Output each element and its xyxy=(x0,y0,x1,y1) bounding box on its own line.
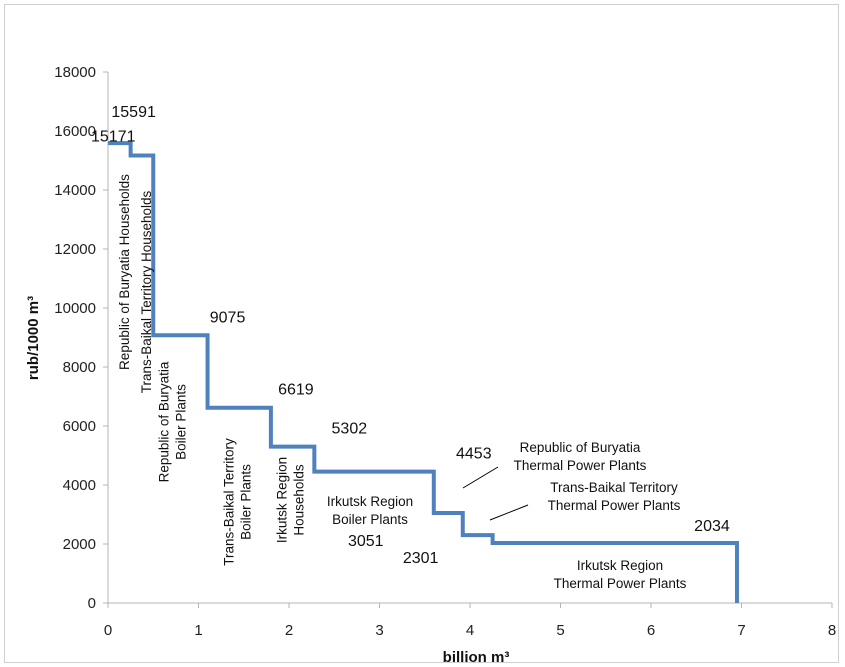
segment-label: Irkutsk Region Boiler Plants xyxy=(327,494,413,527)
x-tick-label: 5 xyxy=(556,622,564,639)
value-label: 3051 xyxy=(348,533,384,550)
leader-lines xyxy=(462,466,529,521)
y-tick-label: 10000 xyxy=(54,300,96,317)
segment-label-line: Republic of Buryatia xyxy=(157,361,172,482)
x-tick-label: 4 xyxy=(466,622,474,639)
segment-label-line: Thermal Power Plants xyxy=(548,498,681,513)
segment-label-line: Irkutsk Region xyxy=(327,494,413,509)
y-tick-label: 16000 xyxy=(54,123,96,140)
segment-label-line: Trans-Baikal Territory xyxy=(550,480,678,495)
segment-label-line: Boiler Plants xyxy=(239,464,254,540)
y-tick-label: 6000 xyxy=(63,418,96,435)
x-tick-label: 1 xyxy=(194,622,202,639)
y-tick-labels: 0 2000 4000 6000 8000 10000 12000 14000 16000 180… xyxy=(54,64,96,612)
x-tick-label: 0 xyxy=(104,622,112,639)
value-label: 4453 xyxy=(456,446,492,463)
value-label: 9075 xyxy=(210,309,246,326)
segment-label: Republic of Buryatia Boiler Plants xyxy=(157,361,189,482)
segment-label: Republic of Buryatia Thermal Power Plants xyxy=(514,440,647,473)
x-tick-labels: 0 1 2 3 4 5 6 7 8 xyxy=(104,622,836,639)
segment-label-line: Boiler Plants xyxy=(174,384,189,460)
segment-label-line: Trans-Baikal Territory xyxy=(222,438,237,566)
y-tick-label: 0 xyxy=(88,595,96,612)
segment-label-line: Irkutsk Region xyxy=(275,457,290,543)
x-tick-label: 3 xyxy=(375,622,383,639)
y-tick-label: 12000 xyxy=(54,241,96,258)
x-tick-label: 7 xyxy=(737,622,745,639)
segment-label: Republic of Buryatia Households xyxy=(117,174,132,370)
segment-label-line: Trans-Baikal Territory Households xyxy=(139,190,154,393)
y-axis-title: rub/1000 m³ xyxy=(25,296,42,380)
segment-label-line: Republic of Buryatia Households xyxy=(117,174,132,370)
value-label: 2034 xyxy=(694,518,730,535)
segment-label-line: Irkutsk Region xyxy=(577,558,663,573)
y-tick-label: 14000 xyxy=(54,182,96,199)
value-labels: 15591 15171 9075 6619 5302 4453 3051 2301 2034 xyxy=(91,104,730,567)
segment-label: Trans-Baikal Territory Thermal Power Plan… xyxy=(548,480,681,513)
segment-label: Irkutsk Region Households xyxy=(275,457,307,543)
segment-labels: Republic of Buryatia Households Trans-Bai… xyxy=(117,174,687,591)
segment-label-line: Thermal Power Plants xyxy=(514,458,647,473)
x-axis-title: billion m³ xyxy=(443,649,510,666)
value-label: 2301 xyxy=(403,550,439,567)
value-label: 15171 xyxy=(91,128,136,145)
y-tick-label: 8000 xyxy=(63,359,96,376)
leader-line-transbaikal-tpp xyxy=(489,504,529,521)
segment-label-line: Republic of Buryatia xyxy=(520,440,641,455)
y-tick-label: 2000 xyxy=(63,536,96,553)
step-line xyxy=(108,141,739,603)
value-label: 6619 xyxy=(278,382,314,399)
segment-label: Trans-Baikal Territory Boiler Plants xyxy=(222,438,254,566)
y-tick-label: 4000 xyxy=(63,477,96,494)
segment-label: Irkutsk Region Thermal Power Plants xyxy=(554,558,687,591)
leader-line-buryatia-tpp xyxy=(462,466,499,489)
x-tick-label: 6 xyxy=(647,622,655,639)
x-tick-label: 8 xyxy=(828,622,836,639)
value-label: 15591 xyxy=(111,104,156,121)
tick-marks xyxy=(103,71,833,608)
chart-frame xyxy=(4,4,839,663)
segment-label-line: Thermal Power Plants xyxy=(554,576,687,591)
segment-label: Trans-Baikal Territory Households xyxy=(139,190,154,393)
value-label: 5302 xyxy=(332,421,368,438)
y-tick-label: 18000 xyxy=(54,64,96,81)
segment-label-line: Boiler Plants xyxy=(332,512,408,527)
segment-label-line: Households xyxy=(292,464,307,536)
x-tick-label: 2 xyxy=(285,622,293,639)
